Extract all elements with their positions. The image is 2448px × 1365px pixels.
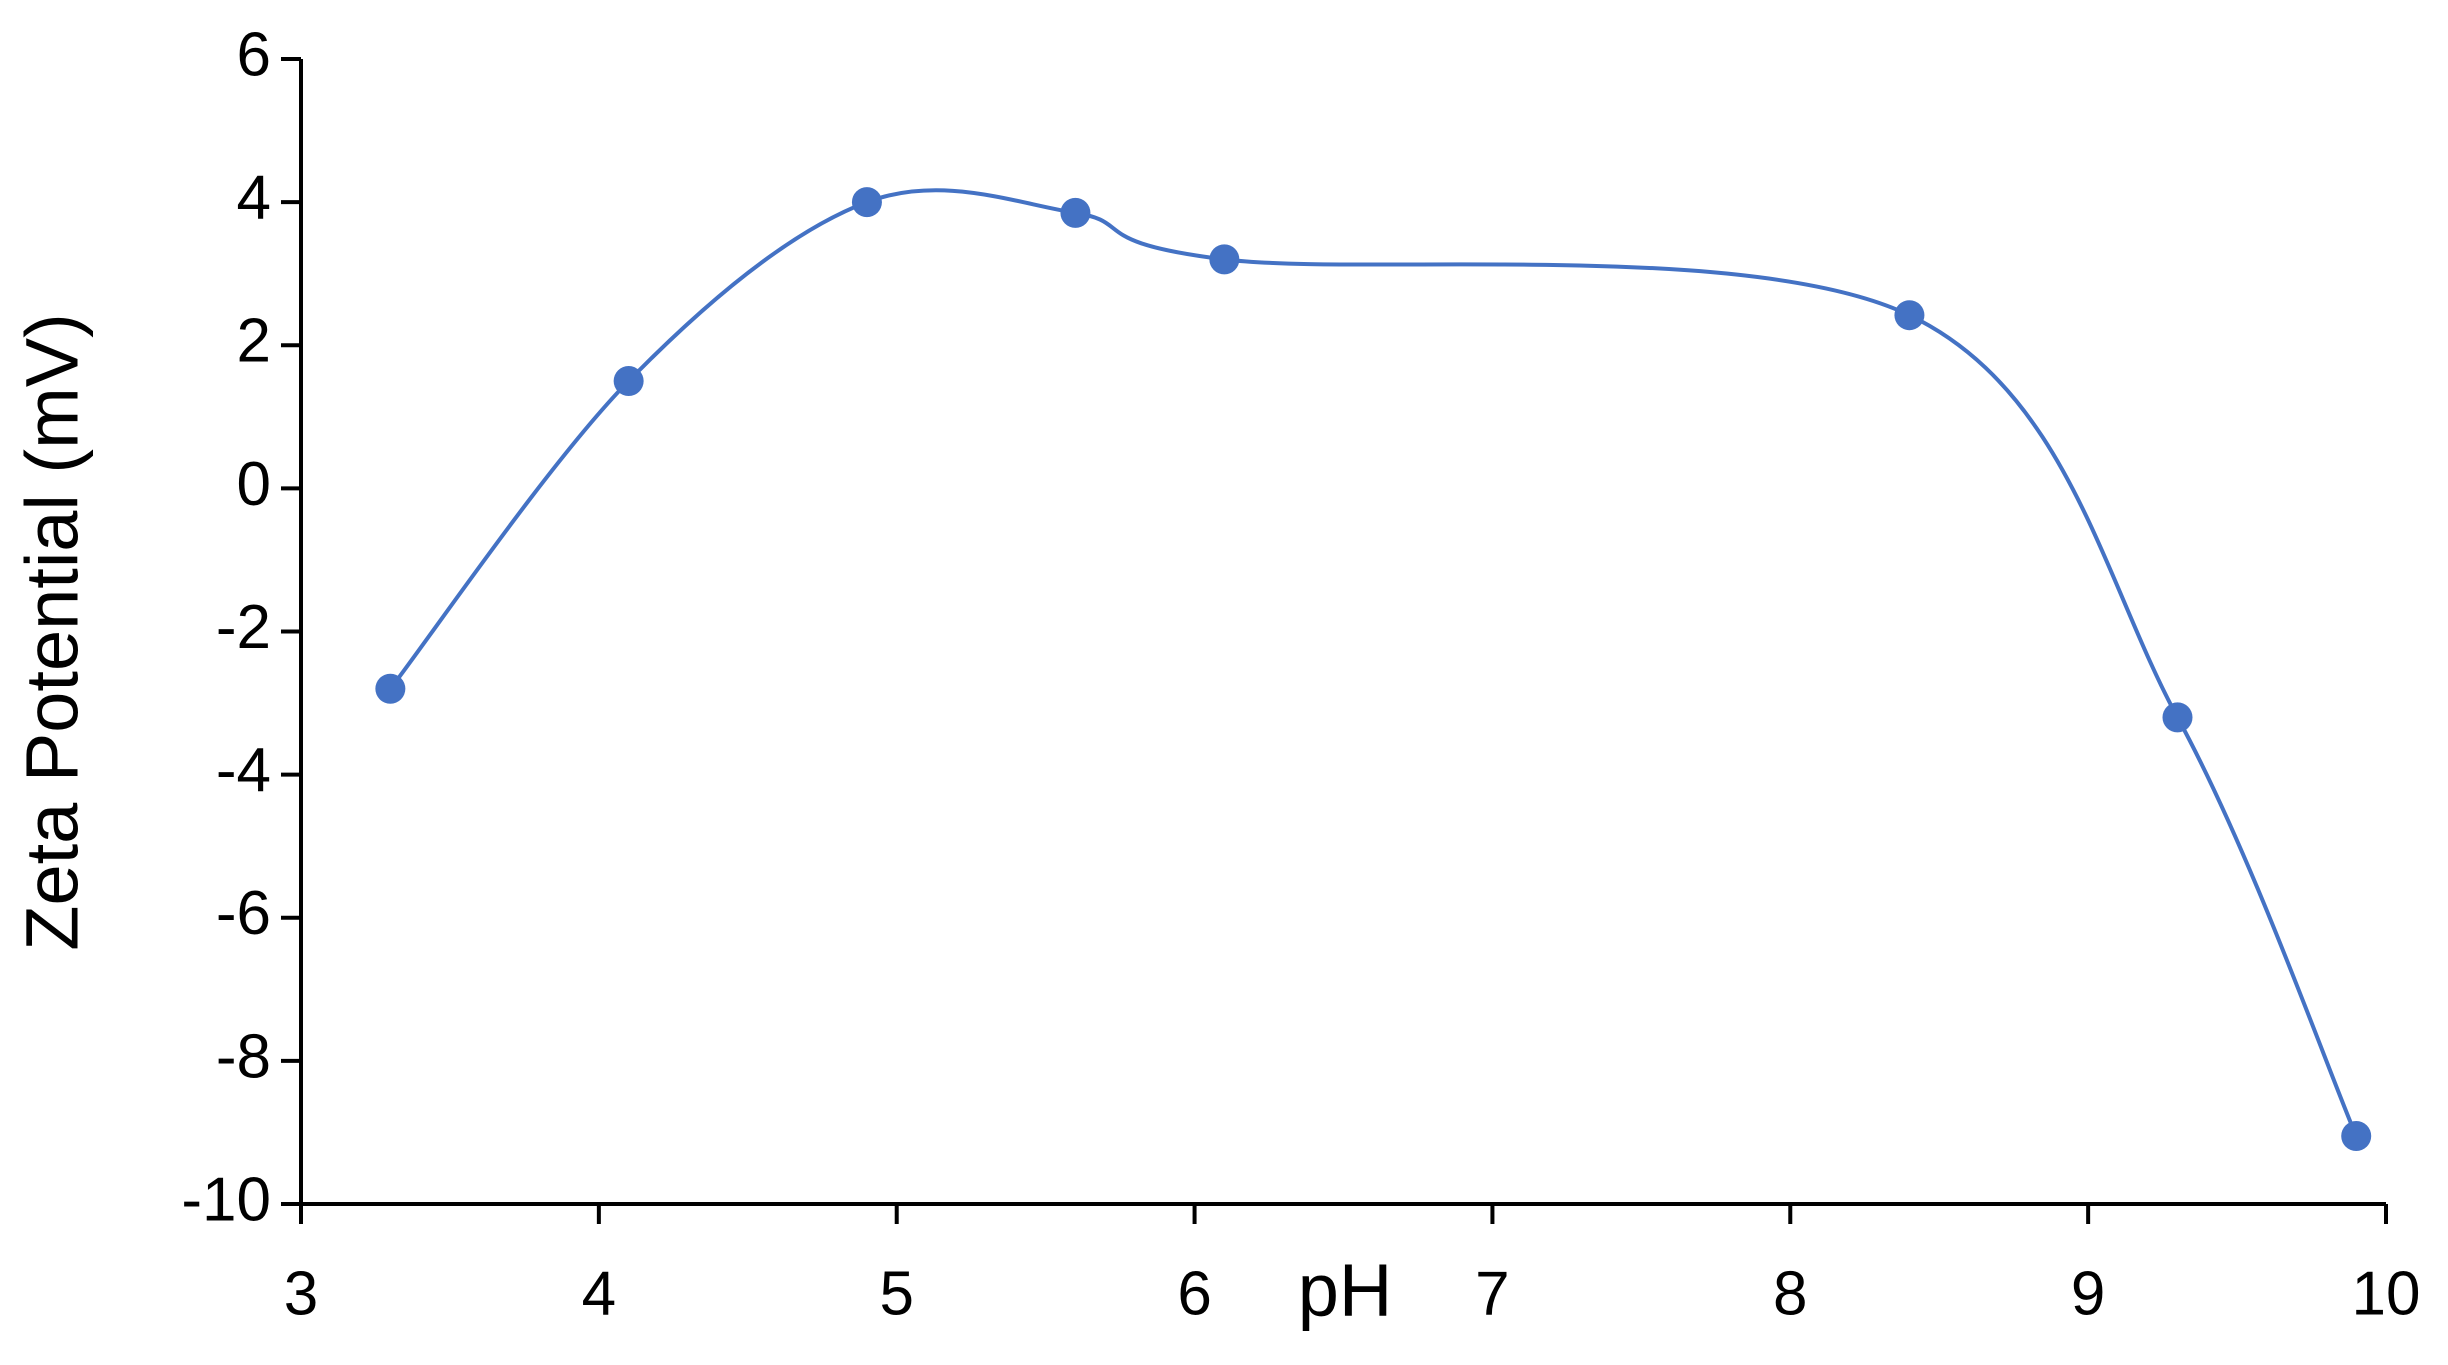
y-tick-label: 0 <box>237 450 271 519</box>
x-tick-label: 8 <box>1773 1259 1807 1328</box>
x-tick-label: 5 <box>879 1259 913 1328</box>
x-tick-label: 3 <box>284 1259 318 1328</box>
y-tick-label: -4 <box>216 736 271 805</box>
x-tick-label: 4 <box>582 1259 616 1328</box>
marker <box>1894 300 1925 331</box>
marker <box>2341 1121 2372 1152</box>
line <box>388 188 2359 1137</box>
y-tick-label: -6 <box>216 879 271 948</box>
y-axis-title: Zeta Potential (mV) <box>11 313 94 950</box>
marker <box>1209 244 1240 275</box>
marker <box>851 187 882 218</box>
y-tick-label: -10 <box>181 1165 271 1234</box>
y-tick-label: 6 <box>237 20 271 89</box>
x-tick-label: 7 <box>1475 1259 1509 1328</box>
marker <box>613 366 644 397</box>
marker <box>375 673 406 704</box>
x-tick-label: 9 <box>2071 1259 2105 1328</box>
y-tick-label: -2 <box>216 593 271 662</box>
marker <box>1060 197 1091 228</box>
x-tick-label: 6 <box>1177 1259 1211 1328</box>
x-axis-title: pH <box>1298 1249 1393 1332</box>
y-tick-label: 4 <box>237 164 271 233</box>
y-tick-label: -8 <box>216 1022 271 1091</box>
y-tick-label: 2 <box>237 307 271 376</box>
x-tick-label: 10 <box>2352 1259 2421 1328</box>
marker <box>2162 702 2193 733</box>
